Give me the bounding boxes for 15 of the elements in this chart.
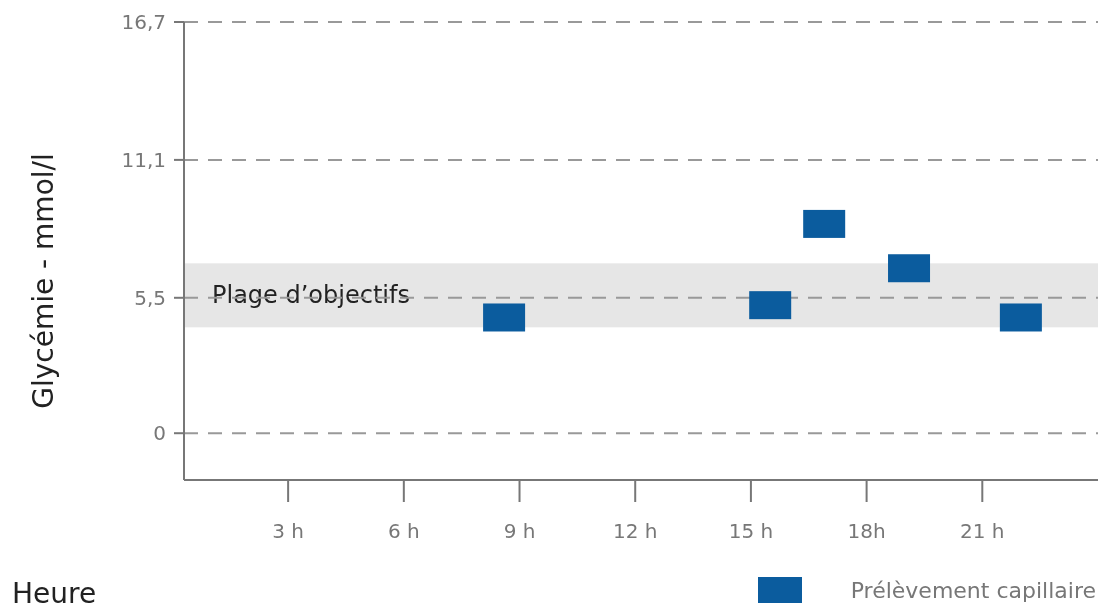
x-tick-label: 9 h bbox=[503, 519, 536, 543]
y-tick-label: 5,5 bbox=[134, 285, 166, 310]
y-tick-label: 0 bbox=[153, 421, 166, 446]
y-tick-label: 16,7 bbox=[121, 10, 166, 34]
x-tick-label: 12 h bbox=[612, 519, 658, 543]
y-axis-title: Glycémie - mmol/l bbox=[27, 153, 60, 409]
x-axis-title: Heure bbox=[12, 577, 97, 610]
x-tick-label: 18h bbox=[847, 519, 886, 543]
x-tick-label: 3 h bbox=[272, 519, 305, 543]
legend-label: Prélèvement capillaire bbox=[850, 578, 1096, 603]
y-tick-label: 11,1 bbox=[121, 147, 166, 172]
x-tick-label: 21 h bbox=[960, 519, 1005, 543]
band-label: Plage d’objectifs bbox=[212, 281, 410, 310]
x-tick-label: 15 h bbox=[728, 519, 774, 543]
x-tick-label: 6 h bbox=[387, 519, 420, 543]
